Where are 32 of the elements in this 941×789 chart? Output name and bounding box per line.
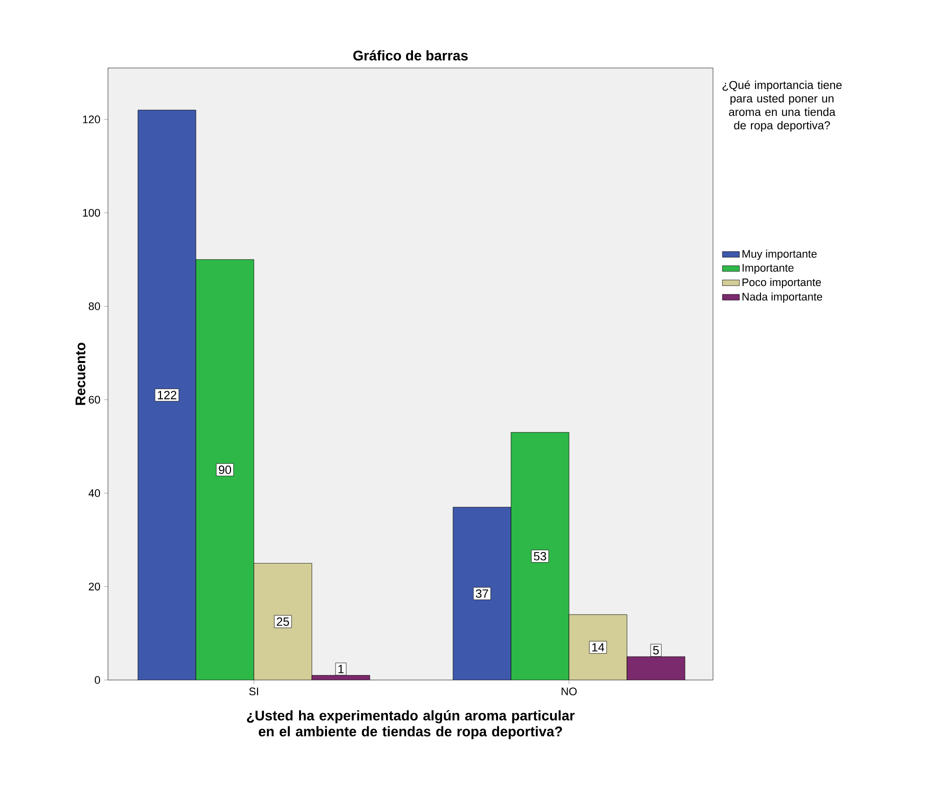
legend-label: Muy importante [742, 250, 817, 260]
data-label: 53 [534, 552, 546, 560]
bar [196, 259, 254, 680]
y-tick-label: 40 [88, 489, 100, 498]
x-tick-label: SI [249, 688, 258, 696]
y-axis-title: Recuento [76, 342, 86, 405]
y-tick-label: 60 [88, 396, 100, 404]
legend-label: Poco importante [742, 278, 821, 288]
legend-label: Importante [742, 264, 794, 274]
data-label: 37 [476, 589, 488, 598]
y-tick-label: 100 [83, 208, 100, 217]
y-tick-label: 20 [88, 582, 100, 590]
data-label: 122 [158, 390, 176, 400]
chart-title: Gráfico de barras [353, 50, 468, 60]
y-tick-label: 80 [88, 302, 100, 310]
legend-label: Nada importante [742, 292, 822, 303]
legend-title: ¿Qué importancia tiene para usted poner un aroma en una tienda de ropa deportiva? [722, 80, 842, 132]
x-axis-title: ¿Usted ha experimentado algún aroma particular en el ambiente de tiendas de ropa deportiva? [246, 710, 575, 740]
data-label: 14 [592, 643, 604, 652]
bar [254, 563, 312, 680]
bar [510, 432, 570, 680]
bar [568, 614, 628, 680]
data-label: 90 [218, 466, 232, 474]
bar [452, 506, 512, 680]
data-label: 1 [338, 664, 344, 674]
y-tick-label: 120 [83, 116, 100, 124]
bar [138, 110, 196, 680]
x-tick-label: NO [562, 688, 577, 696]
data-label: 5 [653, 646, 659, 654]
y-tick-label: 0 [94, 676, 100, 684]
bar [626, 656, 686, 680]
data-label: 25 [276, 617, 290, 626]
